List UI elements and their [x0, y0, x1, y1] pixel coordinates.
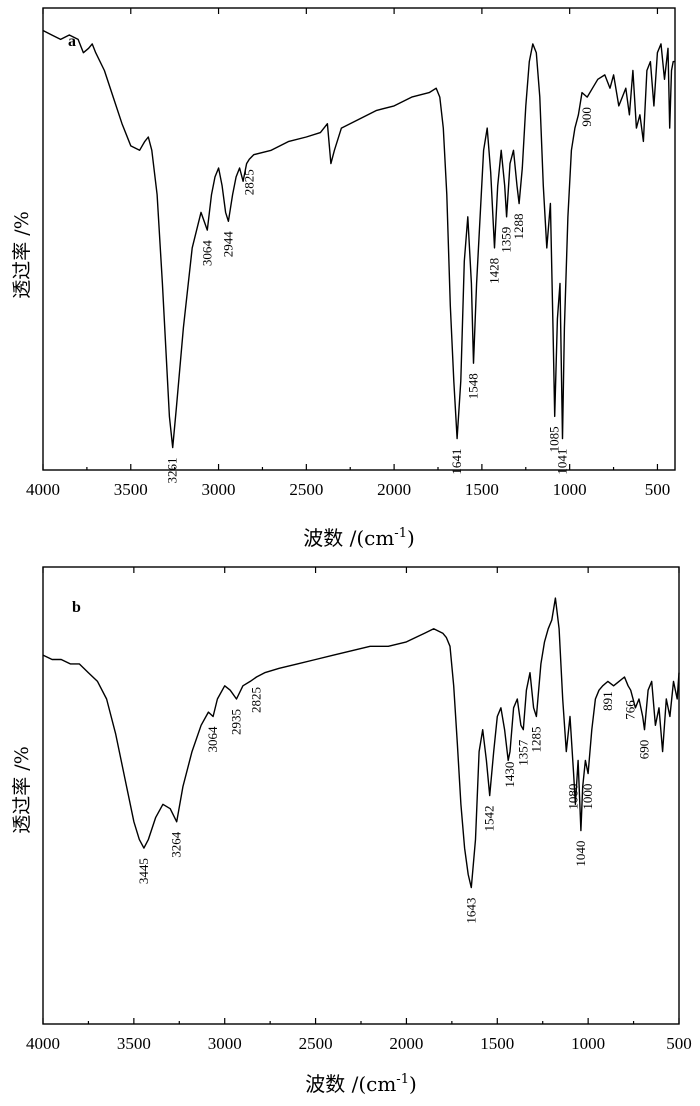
x-tick-label: 3000 [202, 480, 236, 499]
peak-label-1430: 1430 [502, 762, 517, 788]
x-tick-label: 1000 [553, 480, 587, 499]
peak-label-1542: 1542 [482, 806, 497, 832]
peak-label-1085: 1085 [547, 426, 562, 452]
peak-label-2944: 2944 [220, 231, 235, 257]
peak-label-3064: 3064 [199, 240, 214, 267]
peak-label-1643: 1643 [463, 898, 478, 924]
x-tick-label: 4000 [26, 1034, 60, 1053]
peak-label-900: 900 [579, 107, 594, 127]
peak-label-1041: 1041 [555, 449, 570, 475]
peak-label-1641: 1641 [449, 449, 464, 475]
peak-label-3064: 3064 [205, 726, 220, 753]
x-tick-label: 500 [645, 480, 671, 499]
peak-label-1000: 1000 [580, 784, 595, 810]
x-tick-label: 3500 [117, 1034, 151, 1053]
peak-label-1285: 1285 [528, 727, 543, 753]
spectrum-line [42, 29, 675, 449]
peak-label-2825: 2825 [249, 687, 264, 713]
x-tick-label: 1500 [480, 1034, 514, 1053]
peak-label-1288: 1288 [511, 214, 526, 240]
x-tick-label: 1000 [571, 1034, 605, 1053]
plot-frame [42, 7, 676, 471]
peak-label-1080: 1080 [566, 784, 581, 810]
panel-label: b [72, 599, 81, 616]
x-tick-label: 3000 [208, 1034, 242, 1053]
x-tick-label: 500 [666, 1034, 692, 1053]
x-tick-label: 2500 [289, 480, 323, 499]
spectrum-line [42, 597, 680, 889]
peak-label-3261: 3261 [165, 458, 180, 484]
x-axis-title: 波数 /(cm-1) [305, 1072, 417, 1096]
y-axis-title: 透过率 /% [11, 746, 33, 834]
chart-panel-b: 4000 3500 3000 2500 2000 1500 1000 500 3445 3264 3… [11, 566, 692, 1096]
peak-label-3264: 3264 [169, 831, 184, 858]
y-axis-title: 透过率 /% [11, 211, 33, 299]
peak-label-1428: 1428 [487, 258, 502, 284]
peak-label-766: 766 [623, 700, 638, 720]
x-axis-title: 波数 /(cm-1) [303, 526, 415, 550]
peak-label-1040: 1040 [573, 841, 588, 867]
x-tick-label: 2000 [377, 480, 411, 499]
peak-label-1359: 1359 [499, 227, 514, 253]
x-tick-label: 2500 [299, 1034, 333, 1053]
x-tick-label: 1500 [465, 480, 499, 499]
peak-label-3445: 3445 [136, 858, 151, 884]
peak-label-1357: 1357 [515, 739, 530, 766]
x-tick-label: 3500 [114, 480, 148, 499]
peak-label-2935: 2935 [229, 709, 244, 735]
peak-label-891: 891 [600, 691, 615, 711]
x-tick-label: 2000 [389, 1034, 423, 1053]
peak-label-2825: 2825 [241, 169, 256, 195]
panel-label: a [68, 33, 76, 50]
x-tick-label: 4000 [26, 480, 60, 499]
peak-label-1548: 1548 [466, 373, 481, 399]
chart-panel-a: 4000 3500 3000 2500 2000 1500 1000 500 3261 3064 2… [11, 7, 676, 550]
peak-label-690: 690 [637, 740, 652, 760]
